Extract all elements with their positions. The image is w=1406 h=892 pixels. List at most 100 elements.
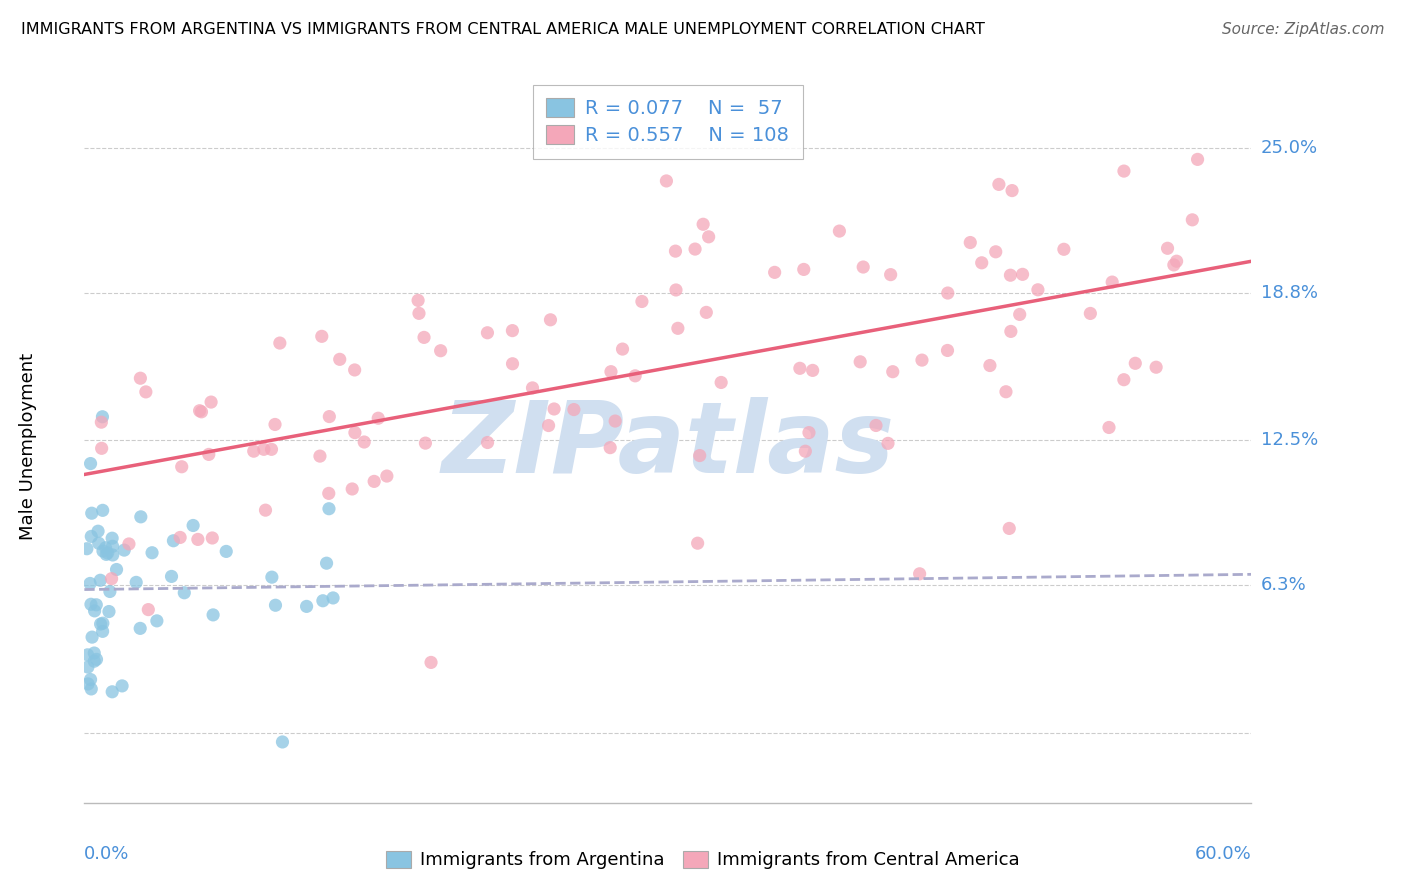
Point [794,444,817,458]
Point [666,321,689,335]
Point [984,244,1007,259]
Point [477,435,499,450]
Point [987,178,1010,192]
Point [129,621,152,635]
Point [631,294,654,309]
Point [1008,308,1031,322]
Point [1011,268,1033,282]
Point [1101,275,1123,289]
Point [429,343,451,358]
Point [655,174,678,188]
Point [1112,164,1135,178]
Point [79,457,101,471]
Point [80,597,103,611]
Point [173,586,195,600]
Point [692,217,714,231]
Point [136,602,159,616]
Point [111,679,134,693]
Point [91,544,114,558]
Point [77,677,100,691]
Point [789,361,811,376]
Point [1144,360,1167,375]
Point [882,365,904,379]
Point [408,306,430,320]
Point [100,572,122,586]
Point [998,521,1021,535]
Point [665,283,688,297]
Point [96,547,118,561]
Point [477,326,499,340]
Point [343,363,366,377]
Point [187,533,209,547]
Point [264,417,287,432]
Point [98,584,121,599]
Point [877,436,900,450]
Point [1000,268,1022,283]
Point [80,630,103,644]
Point [1000,325,1022,339]
Point [91,409,114,424]
Point [129,371,152,385]
Point [605,414,627,428]
Text: 0.0%: 0.0% [84,845,129,863]
Point [97,546,120,560]
Text: IMMIGRANTS FROM ARGENTINA VS IMMIGRANTS FROM CENTRAL AMERICA MALE UNEMPLOYMENT C: IMMIGRANTS FROM ARGENTINA VS IMMIGRANTS … [21,22,986,37]
Point [600,365,623,379]
Point [125,575,148,590]
Point [329,352,352,367]
Point [697,229,720,244]
Point [112,543,135,558]
Point [1053,242,1076,256]
Point [101,685,124,699]
Legend: R = 0.077    N =  57, R = 0.557    N = 108: R = 0.077 N = 57, R = 0.557 N = 108 [533,85,803,159]
Point [710,376,733,390]
Point [80,506,103,520]
Point [415,436,437,450]
Point [406,293,429,308]
Point [543,401,565,416]
Point [936,286,959,301]
Point [420,656,443,670]
Point [101,531,124,545]
Point [91,616,114,631]
Point [83,646,105,660]
Point [683,242,706,256]
Point [970,256,993,270]
Point [141,546,163,560]
Legend: Immigrants from Argentina, Immigrants from Central America: Immigrants from Argentina, Immigrants fr… [377,842,1029,879]
Point [87,536,110,550]
Point [849,355,872,369]
Text: ZIPatlas: ZIPatlas [441,398,894,494]
Point [1181,212,1204,227]
Point [1001,184,1024,198]
Point [1112,373,1135,387]
Point [367,411,389,425]
Point [793,262,815,277]
Point [242,444,264,458]
Point [170,459,193,474]
Text: 60.0%: 60.0% [1195,845,1251,863]
Point [105,562,128,576]
Point [162,533,184,548]
Point [312,593,335,607]
Point [84,598,107,612]
Point [363,475,385,489]
Point [318,501,340,516]
Point [271,735,294,749]
Point [911,353,934,368]
Point [76,648,98,662]
Text: Source: ZipAtlas.com: Source: ZipAtlas.com [1222,22,1385,37]
Point [375,469,398,483]
Point [76,541,98,556]
Point [624,368,647,383]
Point [343,425,366,440]
Point [79,673,101,687]
Point [1078,306,1101,320]
Point [90,617,112,632]
Point [501,324,523,338]
Point [1166,254,1188,268]
Point [295,599,318,614]
Point [315,556,337,570]
Point [537,418,560,433]
Point [118,537,141,551]
